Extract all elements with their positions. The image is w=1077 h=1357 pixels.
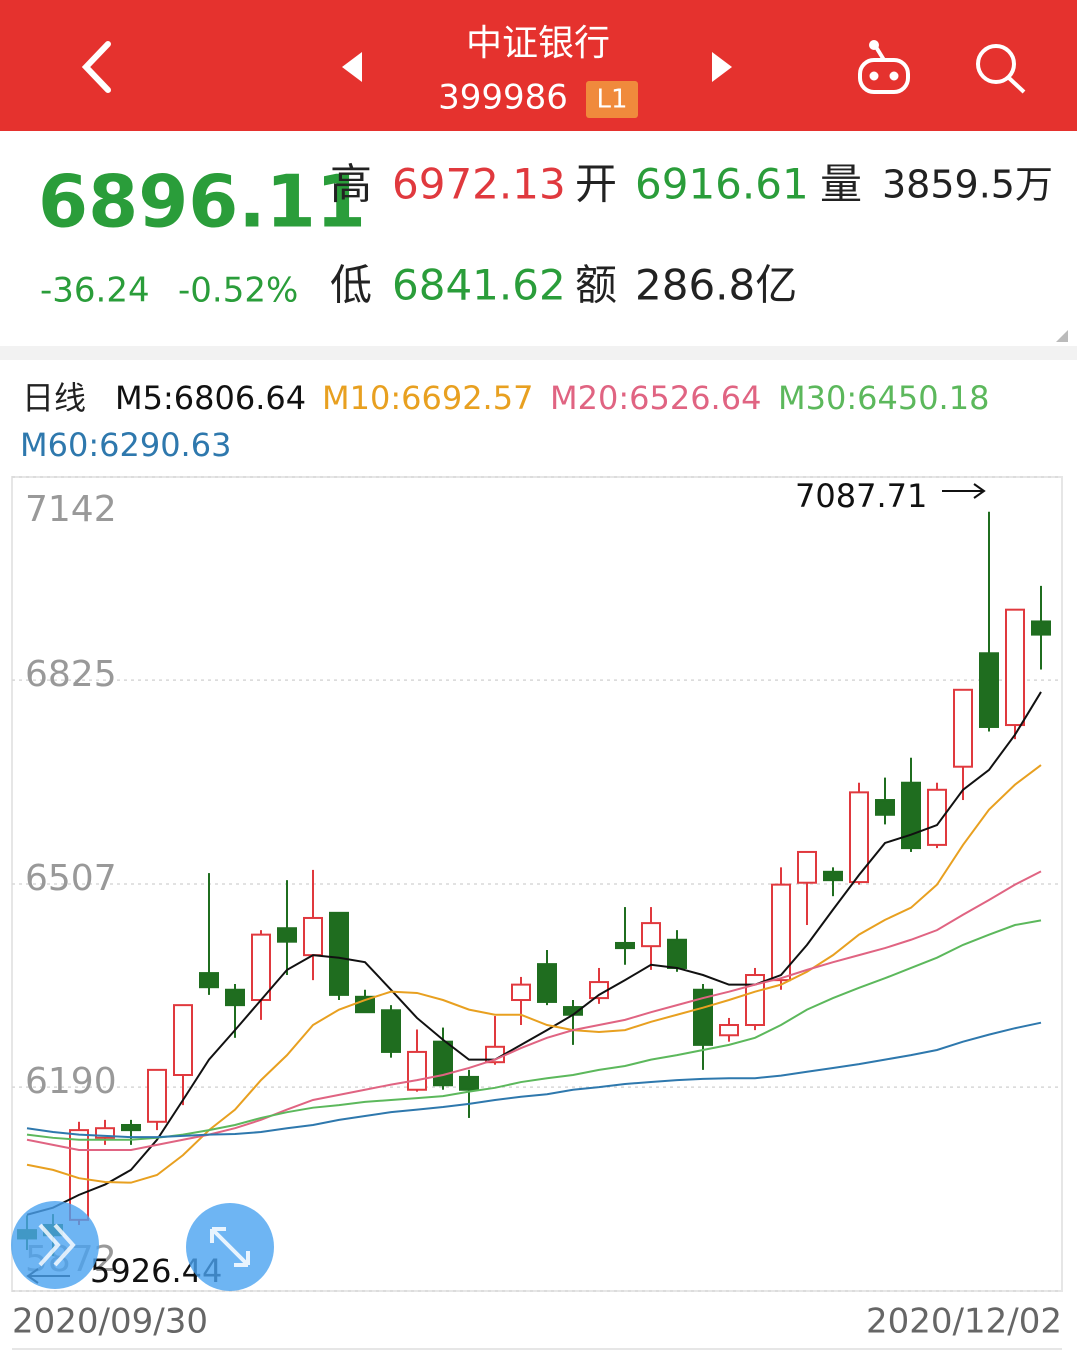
candle-body	[173, 1004, 193, 1077]
ma-line	[26, 870, 1042, 1151]
candle-body	[927, 788, 947, 846]
period: 日线	[22, 379, 86, 417]
candle-body	[693, 988, 713, 1046]
candle-body	[147, 1068, 167, 1123]
badge-bg	[586, 81, 638, 118]
candle-body	[615, 941, 635, 950]
candle-body	[537, 963, 557, 1003]
candle-body	[433, 1040, 453, 1087]
stat-label: 高	[330, 160, 372, 209]
ma-legend: M5:6806.64 M10:6692.57 M20:6526.64 M30:6450…	[20, 379, 989, 464]
candle-body	[121, 1123, 141, 1132]
ma-line	[26, 919, 1042, 1141]
stat-label: 额	[575, 261, 617, 310]
ma-line	[26, 764, 1042, 1184]
candle-body	[1005, 608, 1025, 727]
candle-body	[381, 1009, 401, 1053]
candle-body	[849, 791, 869, 884]
header-bar	[0, 0, 1077, 131]
bottom-rule	[12, 1348, 1062, 1350]
candle-body	[771, 883, 791, 982]
prev-button[interactable]	[342, 52, 362, 82]
candle-body	[797, 850, 817, 884]
ma-line	[26, 1021, 1042, 1139]
change: -36.24	[40, 271, 150, 311]
y-tick-label: 6825	[25, 654, 117, 695]
stat-value: 3859.5万	[882, 163, 1053, 207]
candle-body	[953, 688, 973, 768]
candle-body	[745, 974, 765, 1027]
ma-label: M30:6450.18	[778, 379, 989, 417]
stat-value: 286.8亿	[635, 261, 797, 310]
ma-label: M20:6526.64	[550, 379, 761, 417]
plot: 71426825650761905872	[12, 476, 1062, 1292]
candle-body	[277, 927, 297, 943]
stat-value: 6972.13	[392, 160, 566, 209]
y-tick-label: 6190	[25, 1061, 117, 1102]
change-pct: -0.52%	[178, 271, 298, 311]
start-date: 2020/09/30	[12, 1302, 208, 1342]
y-tick-label: 7142	[25, 489, 117, 530]
candle-body	[95, 1127, 115, 1139]
candle-body	[901, 781, 921, 850]
candle-body	[641, 922, 661, 948]
candle-body	[1031, 620, 1051, 636]
candle-body	[667, 938, 687, 969]
ma-line	[26, 691, 1042, 1216]
stat-label: 开	[575, 160, 617, 209]
candle-body	[459, 1075, 479, 1091]
candle-body	[251, 933, 271, 1002]
y-tick-label: 6507	[25, 858, 117, 899]
candle-body	[329, 911, 349, 996]
stat-value: 6841.62	[392, 261, 566, 310]
candle-body	[511, 983, 531, 1002]
candle-body	[199, 972, 219, 989]
stat-value: 6916.61	[635, 160, 809, 209]
end-date: 2020/12/02	[866, 1302, 1062, 1342]
expand-corner	[1056, 330, 1068, 342]
badge: L1	[596, 85, 627, 115]
float-button[interactable]	[11, 1201, 99, 1289]
price: 6896.11	[38, 160, 366, 244]
stat-label: 量	[820, 160, 862, 209]
title: 中证银行	[466, 23, 610, 64]
next-button[interactable]	[712, 52, 732, 82]
candle-body	[303, 916, 323, 957]
candle-body	[979, 652, 999, 728]
candle-body	[875, 799, 895, 816]
code: 399986	[438, 78, 568, 118]
search-button[interactable]	[976, 44, 1026, 94]
separator	[0, 346, 1077, 360]
high-arrow	[942, 483, 986, 499]
zoom-button[interactable]	[186, 1203, 274, 1291]
candle-body	[823, 870, 843, 882]
stat-label: 低	[330, 261, 372, 310]
ma-label: M10:6692.57	[322, 379, 533, 417]
candle-body	[407, 1050, 427, 1091]
candle-body	[719, 1024, 739, 1037]
candle-body	[225, 988, 245, 1007]
high-annotation: 7087.71	[795, 477, 927, 515]
back-button[interactable]	[81, 41, 111, 93]
robot-button[interactable]	[858, 40, 910, 94]
ma-label: M60:6290.63	[20, 426, 231, 464]
ma-label: M5:6806.64	[115, 379, 306, 417]
